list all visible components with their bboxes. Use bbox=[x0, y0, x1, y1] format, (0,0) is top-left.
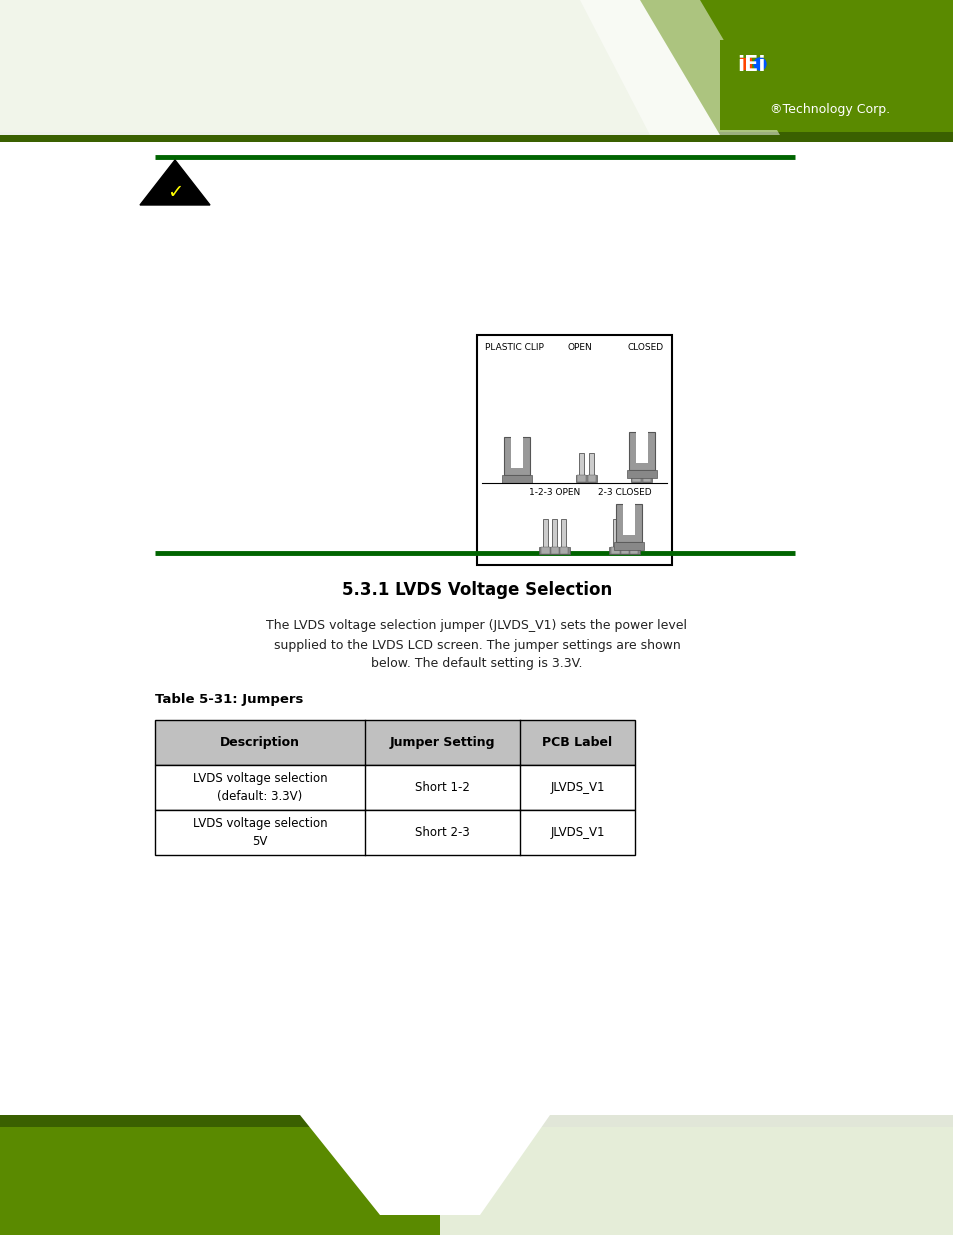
Bar bbox=[577, 475, 585, 482]
Bar bbox=[626, 471, 657, 478]
Polygon shape bbox=[579, 0, 780, 135]
Text: JLVDS_V1: JLVDS_V1 bbox=[550, 781, 604, 794]
Text: JLVDS_V1: JLVDS_V1 bbox=[550, 826, 604, 839]
Bar bbox=[613, 519, 618, 547]
Text: Short 1-2: Short 1-2 bbox=[415, 781, 470, 794]
Polygon shape bbox=[0, 0, 720, 135]
Text: PCB Label: PCB Label bbox=[542, 736, 612, 748]
Text: 1-2-3 OPEN: 1-2-3 OPEN bbox=[529, 488, 580, 496]
Bar bbox=[620, 547, 629, 555]
Bar bbox=[0, 0, 953, 135]
Bar bbox=[154, 720, 635, 764]
Bar bbox=[543, 519, 548, 547]
Bar bbox=[636, 430, 647, 463]
Bar bbox=[154, 764, 635, 810]
Bar bbox=[740, 58, 751, 70]
Bar bbox=[541, 547, 549, 555]
Text: OPEN: OPEN bbox=[567, 343, 592, 352]
Text: The LVDS voltage selection jumper (JLVDS_V1) sets the power level
supplied to th: The LVDS voltage selection jumper (JLVDS… bbox=[266, 620, 687, 671]
Text: LVDS voltage selection
(default: 3.3V): LVDS voltage selection (default: 3.3V) bbox=[193, 772, 327, 803]
Bar bbox=[550, 547, 558, 555]
Bar bbox=[634, 453, 639, 475]
Bar bbox=[561, 519, 566, 547]
Bar bbox=[0, 132, 953, 142]
Circle shape bbox=[753, 58, 765, 70]
Bar bbox=[642, 475, 651, 482]
Bar bbox=[578, 453, 584, 475]
Bar bbox=[631, 475, 652, 482]
Bar bbox=[632, 475, 640, 482]
Bar bbox=[154, 810, 635, 855]
Bar bbox=[511, 435, 522, 468]
Bar bbox=[539, 547, 570, 555]
Bar bbox=[587, 475, 596, 482]
Bar bbox=[609, 547, 639, 555]
Bar bbox=[503, 437, 530, 475]
Text: Table 5-31: Jumpers: Table 5-31: Jumpers bbox=[154, 694, 303, 706]
Polygon shape bbox=[140, 161, 210, 205]
Bar bbox=[0, 1115, 953, 1235]
Text: Jumper Setting: Jumper Setting bbox=[390, 736, 495, 748]
Bar bbox=[501, 475, 532, 483]
Text: LVDS voltage selection
5V: LVDS voltage selection 5V bbox=[193, 818, 327, 848]
Text: iEi: iEi bbox=[737, 56, 765, 75]
Bar bbox=[0, 0, 953, 61]
Bar bbox=[614, 542, 644, 550]
Text: ✓: ✓ bbox=[167, 184, 183, 203]
Text: 2-3 CLOSED: 2-3 CLOSED bbox=[598, 488, 651, 496]
Bar bbox=[630, 547, 638, 555]
Bar bbox=[589, 453, 594, 475]
Text: Short 2-3: Short 2-3 bbox=[415, 826, 470, 839]
Text: 5.3.1 LVDS Voltage Selection: 5.3.1 LVDS Voltage Selection bbox=[341, 580, 612, 599]
Bar bbox=[631, 519, 636, 547]
Bar bbox=[720, 40, 953, 130]
Bar bbox=[616, 504, 641, 542]
Bar bbox=[628, 432, 655, 471]
Text: ®Technology Corp.: ®Technology Corp. bbox=[769, 104, 889, 116]
Bar bbox=[552, 519, 557, 547]
Bar bbox=[576, 475, 597, 482]
Text: CLOSED: CLOSED bbox=[627, 343, 663, 352]
Text: Description: Description bbox=[220, 736, 299, 748]
Polygon shape bbox=[230, 1115, 550, 1215]
Polygon shape bbox=[439, 1115, 953, 1235]
Bar bbox=[611, 547, 619, 555]
Text: PLASTIC CLIP: PLASTIC CLIP bbox=[484, 343, 543, 352]
Bar bbox=[0, 1115, 953, 1128]
Bar bbox=[622, 519, 627, 547]
Bar bbox=[476, 335, 671, 564]
Bar bbox=[623, 501, 635, 535]
Bar bbox=[559, 547, 568, 555]
Bar bbox=[644, 453, 649, 475]
